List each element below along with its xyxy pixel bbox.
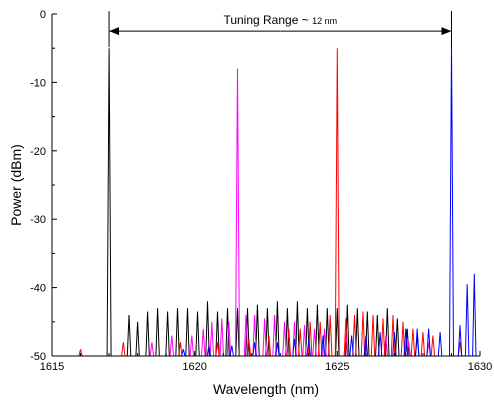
- y-tick-label: -10: [30, 77, 46, 89]
- y-tick-label: -30: [30, 214, 46, 226]
- x-tick-label: 1630: [468, 361, 492, 373]
- series-line-4: [52, 44, 480, 357]
- y-axis-title: Power (dBm): [8, 144, 24, 226]
- series-line-2: [52, 68, 480, 357]
- annotation-main-text: Tuning Range ~: [223, 13, 312, 27]
- series-layer: [52, 44, 480, 357]
- y-tick-label: -50: [30, 351, 46, 363]
- y-tick-label: 0: [40, 9, 46, 21]
- ticks-layer: 1615 1620 1625 1630 0 -10 -20 -30 -40 -50: [30, 9, 492, 373]
- x-tick-label: 1625: [325, 361, 349, 373]
- y-tick-label: -40: [30, 283, 46, 295]
- y-tick-label: -20: [30, 146, 46, 158]
- x-axis-title: Wavelength (nm): [213, 381, 319, 397]
- tuning-range-annotation: Tuning Range ~ 12 nm: [108, 11, 452, 48]
- x-tick-label: 1615: [40, 361, 64, 373]
- series-line-1: [52, 48, 480, 357]
- annotation-small-text: 12 nm: [312, 16, 337, 26]
- x-tick-label: 1620: [182, 361, 206, 373]
- annotation-label: Tuning Range ~ 12 nm: [223, 13, 337, 27]
- series-line-3: [52, 48, 480, 357]
- axes-layer: [51, 14, 480, 357]
